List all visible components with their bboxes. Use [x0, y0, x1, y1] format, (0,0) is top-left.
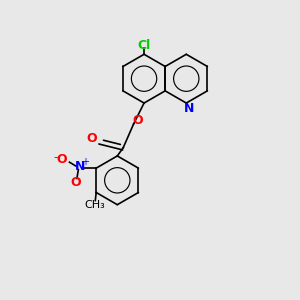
Text: N: N	[75, 160, 85, 173]
Text: O: O	[57, 153, 67, 166]
Text: CH₃: CH₃	[84, 200, 105, 210]
Text: O: O	[133, 114, 143, 128]
Text: O: O	[87, 132, 98, 145]
Text: Cl: Cl	[137, 40, 151, 52]
Text: +: +	[81, 157, 89, 166]
Text: O: O	[70, 176, 81, 190]
Text: N: N	[184, 102, 194, 115]
Text: -: -	[53, 151, 57, 164]
